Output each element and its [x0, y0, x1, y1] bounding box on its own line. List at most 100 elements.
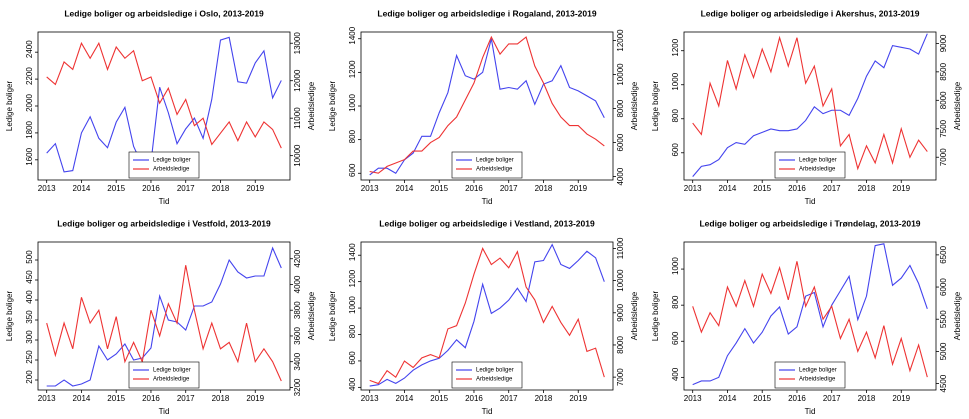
y2-tick-label: 4000: [616, 167, 625, 185]
y-tick-label: 600: [348, 351, 357, 365]
x-tick-label: 2019: [892, 394, 910, 403]
y-tick-label: 800: [671, 109, 680, 123]
y-tick-label: 1400: [348, 243, 357, 261]
x-tick-label: 2018: [858, 394, 876, 403]
x-tick-label: 2017: [500, 394, 518, 403]
x-tick-label: 2016: [142, 184, 160, 193]
x-axis-label: Tid: [159, 197, 170, 206]
x-tick-label: 2013: [684, 184, 702, 193]
y2-tick-label: 11000: [616, 237, 625, 259]
y-tick-label: 1800: [25, 120, 34, 138]
y-axis-label: Ledige boliger: [5, 81, 14, 132]
y2-tick-label: 8500: [939, 62, 948, 80]
x-tick-label: 2015: [430, 184, 448, 193]
y2-axis-label: Arbeidsledige: [307, 291, 316, 340]
y2-tick-label: 3400: [293, 352, 302, 370]
y-tick-label: 300: [25, 330, 34, 344]
y2-tick-label: 6500: [939, 245, 948, 263]
data-line: [46, 36, 282, 173]
data-line: [46, 246, 282, 387]
legend-label: Ledige boliger: [476, 158, 514, 164]
x-tick-label: 2013: [361, 184, 379, 193]
y2-tick-label: 12000: [616, 29, 625, 52]
y-tick-label: 600: [348, 163, 357, 177]
x-axis-label: Tid: [159, 407, 170, 416]
y2-tick-label: 8000: [616, 99, 625, 117]
y2-axis-label: Arbeidsledige: [953, 81, 962, 130]
x-tick-label: 2018: [212, 184, 230, 193]
data-line: [692, 35, 928, 171]
y2-tick-label: 6000: [939, 278, 948, 296]
y-tick-label: 600: [671, 331, 680, 345]
x-axis-label: Tid: [805, 407, 816, 416]
data-line: [369, 243, 605, 387]
y-tick-label: 400: [25, 290, 34, 304]
y-tick-label: 2000: [25, 94, 34, 112]
legend-box: [451, 361, 523, 389]
data-line: [692, 243, 928, 386]
data-line: [369, 38, 605, 176]
legend-box: [128, 361, 200, 389]
chart-panel: Ledige boliger og arbeidsledige i Akersh…: [651, 8, 962, 206]
y-tick-label: 1200: [671, 38, 680, 56]
x-tick-label: 2015: [753, 394, 771, 403]
y-tick-label: 250: [25, 350, 34, 364]
y2-tick-label: 9000: [616, 303, 625, 321]
y2-tick-label: 8000: [939, 91, 948, 109]
legend-box: [128, 151, 200, 179]
y2-tick-label: 13000: [293, 32, 302, 55]
y2-tick-label: 6000: [616, 133, 625, 151]
plot-frame: [683, 241, 937, 391]
x-tick-label: 2015: [107, 184, 125, 193]
y-tick-label: 800: [348, 129, 357, 143]
x-tick-label: 2017: [177, 394, 195, 403]
x-tick-label: 2017: [823, 394, 841, 403]
y-axis-label: Ledige boliger: [328, 291, 337, 342]
chart-title: Ledige boliger og arbeidsledige i Oslo, …: [64, 8, 264, 18]
y2-tick-label: 10000: [293, 144, 302, 167]
x-tick-label: 2014: [719, 394, 737, 403]
y-tick-label: 200: [25, 370, 34, 384]
x-tick-label: 2015: [430, 394, 448, 403]
x-tick-label: 2019: [892, 184, 910, 193]
y2-tick-label: 9000: [939, 34, 948, 52]
y-tick-label: 2200: [25, 67, 34, 85]
y2-axis-label: Arbeidsledige: [630, 291, 639, 340]
x-tick-label: 2016: [465, 394, 483, 403]
plot-frame: [37, 241, 291, 391]
y2-axis-label: Arbeidsledige: [953, 291, 962, 340]
data-line: [369, 247, 605, 385]
legend-label: Arbeidsledige: [153, 167, 190, 173]
y-tick-label: 500: [25, 250, 34, 264]
x-tick-label: 2016: [788, 184, 806, 193]
data-line: [46, 265, 282, 382]
y-tick-label: 1600: [25, 147, 34, 165]
y-tick-label: 1200: [348, 269, 357, 287]
chart-title: Ledige boliger og arbeidsledige i Rogala…: [377, 8, 596, 18]
y-tick-label: 800: [348, 324, 357, 338]
y-tick-label: 2400: [25, 40, 34, 58]
legend-label: Arbeidsledige: [476, 377, 513, 383]
y2-axis-label: Arbeidsledige: [307, 81, 316, 130]
y-tick-label: 350: [25, 310, 34, 324]
y-tick-label: 400: [348, 377, 357, 391]
y2-tick-label: 4000: [293, 275, 302, 293]
plot-frame: [683, 31, 937, 181]
chart-title: Ledige boliger og arbeidsledige i Trønde…: [699, 218, 920, 228]
x-tick-label: 2019: [246, 394, 264, 403]
chart-panel: Ledige boliger og arbeidsledige i Trønde…: [651, 218, 962, 416]
y2-tick-label: 3800: [293, 301, 302, 319]
x-tick-label: 2018: [535, 394, 553, 403]
y2-tick-label: 8000: [616, 336, 625, 354]
data-line: [692, 261, 928, 378]
x-tick-label: 2016: [788, 394, 806, 403]
y-axis-label: Ledige boliger: [328, 81, 337, 132]
x-tick-label: 2017: [500, 184, 518, 193]
x-axis-label: Tid: [805, 197, 816, 206]
y-tick-label: 1000: [348, 296, 357, 314]
chart-panel: Ledige boliger og arbeidsledige i Rogala…: [328, 8, 639, 206]
chart-panel: Ledige boliger og arbeidsledige i Vestla…: [328, 218, 639, 416]
x-tick-label: 2014: [73, 184, 91, 193]
legend-label: Arbeidsledige: [799, 377, 836, 383]
